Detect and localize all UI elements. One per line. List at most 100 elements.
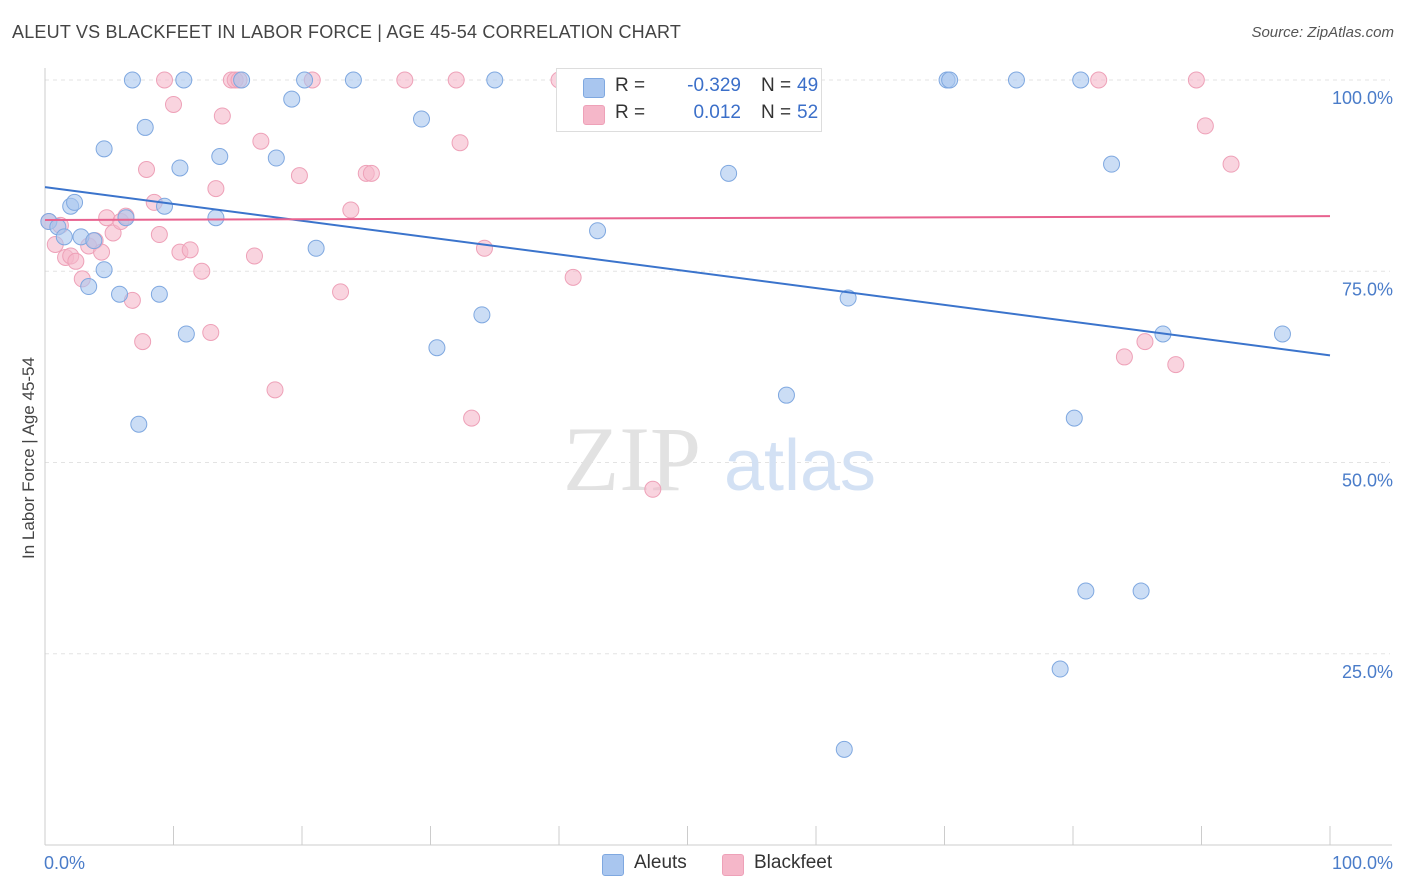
aleut-point	[296, 71, 314, 89]
blackfeet-point	[332, 283, 350, 301]
blackfeet-point	[1196, 117, 1214, 135]
aleut-point	[80, 278, 98, 296]
legend-blackfeet-label: Blackfeet	[754, 852, 833, 873]
aleut-point	[486, 71, 504, 89]
aleut-point	[941, 71, 959, 89]
aleut-point	[1273, 325, 1291, 343]
aleut-point	[175, 71, 193, 89]
blackfeet-point	[213, 107, 231, 125]
blackfeet-swatch	[583, 105, 605, 125]
blackfeet-point	[1136, 333, 1154, 351]
aleut-point	[123, 71, 141, 89]
blackfeet-point	[1187, 71, 1205, 89]
blackfeet-point	[342, 201, 360, 219]
aleut-point	[413, 110, 431, 128]
legend-aleuts[interactable]: Aleuts	[602, 852, 712, 876]
aleut-point	[777, 386, 795, 404]
aleut-point	[283, 90, 301, 108]
blackfeet-point	[207, 180, 225, 198]
aleut-point	[267, 149, 285, 167]
n-value: 49	[797, 75, 819, 96]
aleut-point	[1051, 660, 1069, 678]
aleut-point	[344, 71, 362, 89]
aleut-point	[156, 197, 174, 215]
blackfeet-point	[245, 247, 263, 265]
aleut-point	[171, 159, 189, 177]
aleut-point	[720, 164, 738, 182]
aleut-point	[117, 209, 135, 227]
r-value: -0.329	[687, 75, 741, 96]
stats-legend: R = -0.329 N = 49 R = 0.012 N = 52	[556, 68, 822, 132]
trend-lines	[44, 186, 1331, 357]
aleut-point	[95, 261, 113, 279]
aleut-point	[1072, 71, 1090, 89]
r-value: 0.012	[693, 102, 741, 123]
y-tick-label: 75.0%	[1342, 279, 1393, 299]
aleut-point	[473, 306, 491, 324]
aleut-point	[136, 118, 154, 136]
blackfeet-point	[362, 164, 380, 182]
blackfeet-point	[252, 132, 270, 150]
blackfeet-point	[202, 323, 220, 341]
aleut-point	[1077, 582, 1095, 600]
aleut-point	[233, 71, 251, 89]
y-tick-label: 25.0%	[1342, 662, 1393, 682]
aleut-point	[1132, 582, 1150, 600]
aleuts-swatch	[583, 78, 605, 98]
aleut-point	[207, 209, 225, 227]
aleut-point	[150, 285, 168, 303]
blackfeet-point	[98, 209, 116, 227]
x-tick-label: 100.0%	[1332, 853, 1393, 873]
n-label: N =	[761, 75, 792, 96]
blackfeet-point	[1115, 348, 1133, 366]
aleut-point	[1007, 71, 1025, 89]
r-label: R =	[615, 75, 646, 96]
aleut-point	[66, 193, 84, 211]
chart-title: ALEUT VS BLACKFEET IN LABOR FORCE | AGE …	[12, 22, 682, 42]
grid-lines	[45, 79, 1390, 655]
aleut-point	[111, 285, 129, 303]
aleut-point	[211, 148, 229, 165]
x-tick-label: 0.0%	[44, 853, 85, 873]
blackfeet-point	[1090, 71, 1108, 89]
blackfeet-points	[40, 71, 1240, 498]
n-label: N =	[761, 102, 792, 123]
aleut-point	[1065, 409, 1083, 427]
axes	[44, 68, 1392, 846]
y-tick-label: 100.0%	[1332, 88, 1393, 108]
blackfeet-point	[396, 71, 414, 89]
n-value: 52	[797, 102, 819, 123]
blackfeet-point	[181, 241, 199, 259]
blackfeet-point	[156, 71, 174, 89]
legend-aleuts-label: Aleuts	[634, 852, 687, 873]
blackfeet-point	[463, 409, 481, 427]
blackfeet-point	[564, 268, 582, 286]
aleut-point	[589, 222, 607, 240]
aleut-point	[428, 339, 446, 357]
blackfeet-point	[447, 71, 465, 89]
legend-blackfeet[interactable]: Blackfeet	[722, 852, 852, 876]
blackfeet-point	[138, 161, 156, 179]
aleut-point	[130, 415, 148, 433]
aleuts-swatch	[602, 854, 624, 876]
blackfeet-point	[475, 239, 493, 257]
blackfeet-point	[644, 480, 662, 498]
aleut-point	[85, 232, 103, 250]
blackfeet-point	[290, 167, 308, 185]
aleut-point	[839, 289, 857, 307]
y-axis-title: In Labor Force | Age 45-54	[19, 357, 38, 559]
aleuts-points	[40, 71, 1291, 758]
watermark: ZIP atlas	[563, 408, 876, 510]
aleut-point	[95, 140, 113, 158]
blackfeet-point	[165, 95, 182, 113]
blackfeet-point	[266, 381, 284, 399]
aleut-point	[177, 325, 195, 343]
aleuts-trend-line	[44, 186, 1331, 357]
r-label: R =	[615, 102, 646, 123]
aleut-point	[307, 239, 325, 257]
blackfeet-point	[67, 252, 85, 270]
source-label: Source: ZipAtlas.com	[1251, 24, 1394, 41]
blackfeet-point	[1222, 155, 1240, 173]
y-tick-label: 50.0%	[1342, 471, 1393, 491]
